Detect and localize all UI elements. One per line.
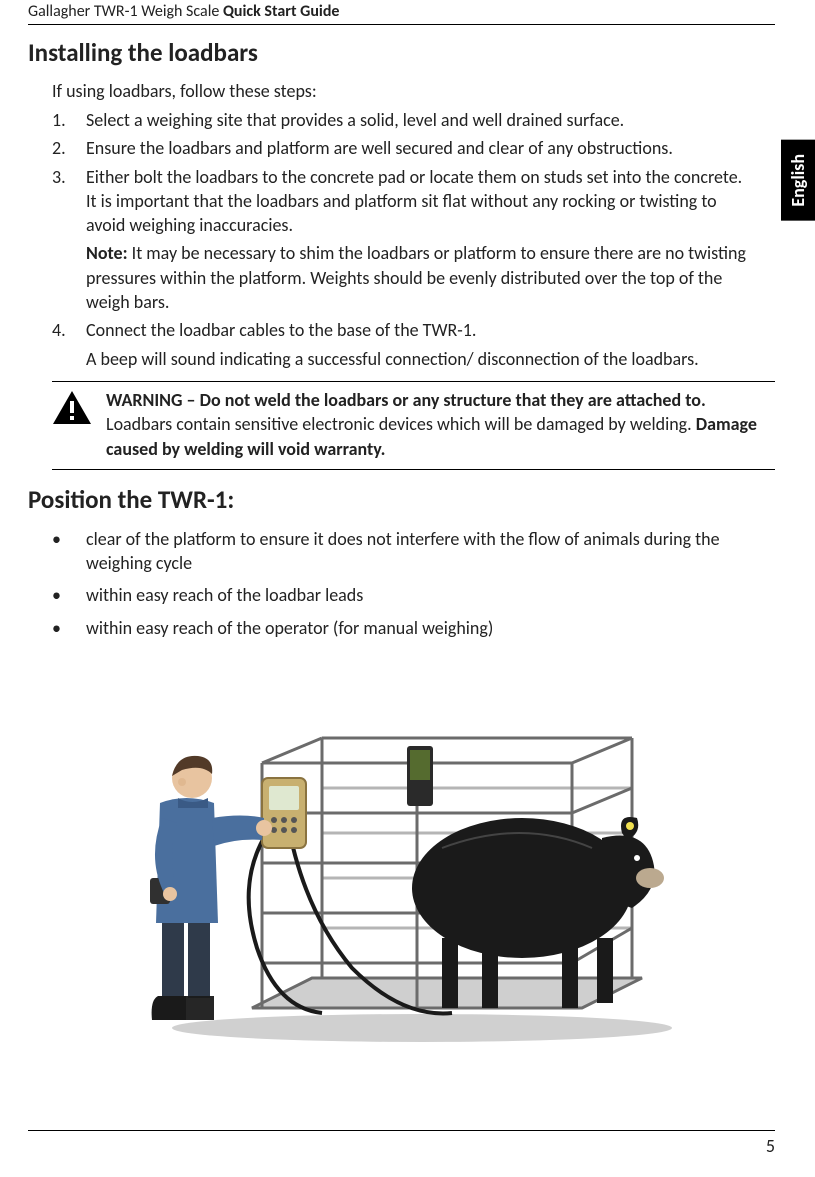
- step-text: Select a weighing site that provides a s…: [86, 108, 775, 132]
- bullet-text: within easy reach of the loadbar leads: [86, 583, 775, 607]
- warning-mid: Loadbars contain sensitive electronic de…: [106, 413, 696, 435]
- step-number: 4.: [52, 318, 86, 371]
- language-tab: English: [781, 140, 815, 221]
- bullet-text: clear of the platform to ensure it does …: [86, 527, 775, 576]
- step-text: Ensure the loadbars and platform are wel…: [86, 136, 775, 160]
- section-position-title: Position the TWR-1:: [28, 484, 775, 515]
- step-number: 2.: [52, 136, 86, 160]
- bullet-item: • within easy reach of the operator (for…: [52, 616, 775, 640]
- warning-box: WARNING – Do not weld the loadbars or an…: [52, 381, 775, 470]
- section-installing-title: Installing the loadbars: [28, 37, 775, 68]
- page-number: 5: [766, 1135, 775, 1157]
- note-label: Note:: [86, 242, 128, 264]
- step-item: 1. Select a weighing site that provides …: [52, 108, 775, 132]
- bullet-text: within easy reach of the operator (for m…: [86, 616, 775, 640]
- step-text: Either bolt the loadbars to the concrete…: [86, 165, 775, 315]
- bullet-item: • clear of the platform to ensure it doe…: [52, 527, 775, 576]
- step-text-main: Connect the loadbar cables to the base o…: [86, 319, 476, 341]
- step-number: 3.: [52, 165, 86, 315]
- bullet-marker: •: [52, 616, 86, 640]
- step-number: 1.: [52, 108, 86, 132]
- warning-icon: [52, 388, 94, 461]
- warning-text: WARNING – Do not weld the loadbars or an…: [106, 388, 765, 461]
- step-item: 3. Either bolt the loadbars to the concr…: [52, 165, 775, 315]
- step-text: Connect the loadbar cables to the base o…: [86, 318, 775, 371]
- intro-text: If using loadbars, follow these steps:: [52, 80, 775, 102]
- install-steps-list: 1. Select a weighing site that provides …: [52, 108, 775, 371]
- weighing-illustration: [122, 668, 682, 1048]
- position-bullets: • clear of the platform to ensure it doe…: [52, 527, 775, 640]
- warning-bold-1: WARNING – Do not weld the loadbars or an…: [106, 389, 706, 411]
- step-text-main: Either bolt the loadbars to the concrete…: [86, 166, 742, 237]
- doc-header: Gallagher TWR-1 Weigh Scale Quick Start …: [28, 0, 775, 25]
- note-text: It may be necessary to shim the loadbars…: [86, 242, 746, 313]
- header-left: Gallagher TWR-1 Weigh Scale: [28, 2, 223, 21]
- bullet-marker: •: [52, 583, 86, 607]
- step-note: Note: It may be necessary to shim the lo…: [86, 241, 755, 314]
- header-bold: Quick Start Guide: [223, 2, 340, 21]
- step-item: 2. Ensure the loadbars and platform are …: [52, 136, 775, 160]
- step-subtext: A beep will sound indicating a successfu…: [86, 347, 755, 371]
- bullet-marker: •: [52, 527, 86, 576]
- bullet-item: • within easy reach of the loadbar leads: [52, 583, 775, 607]
- step-item: 4. Connect the loadbar cables to the bas…: [52, 318, 775, 371]
- page-footer: 5: [28, 1130, 775, 1157]
